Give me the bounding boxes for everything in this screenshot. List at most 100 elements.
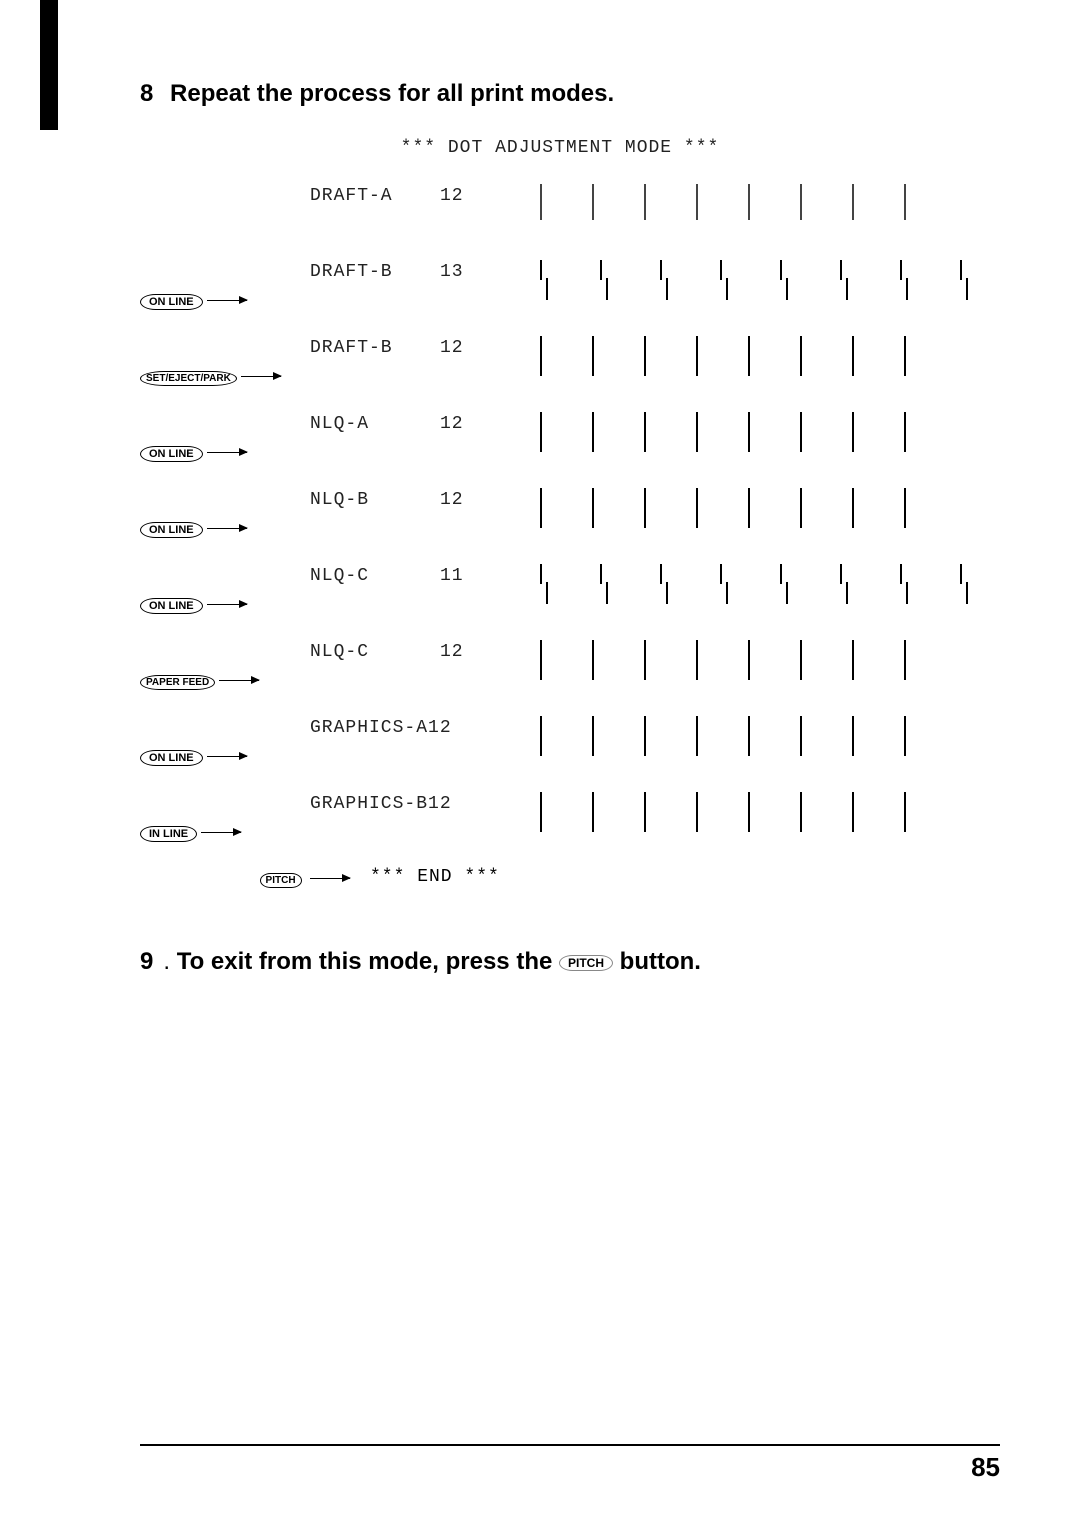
alignment-bar	[600, 260, 610, 300]
alignment-bar	[748, 792, 750, 832]
diagram-row: ON LINE NLQ-C 11	[140, 558, 980, 634]
alignment-bars	[510, 558, 980, 604]
alignment-bar	[720, 260, 730, 300]
arrow-icon	[207, 604, 247, 605]
arrow-icon	[201, 832, 241, 833]
alignment-bar	[800, 336, 802, 376]
mode-value: 12	[440, 414, 464, 434]
pitch-button-label: PITCH	[260, 873, 302, 888]
mode-name: DRAFT-A	[310, 186, 430, 206]
page-content: 8 Repeat the process for all print modes…	[0, 0, 1080, 1533]
footer-rule	[140, 1444, 1000, 1446]
alignment-bar	[592, 640, 594, 680]
alignment-bar	[748, 336, 750, 376]
alignment-bar	[592, 336, 594, 376]
mode-value: 11	[440, 566, 464, 586]
step-8-heading: 8 Repeat the process for all print modes…	[140, 80, 980, 108]
arrow-icon	[207, 528, 247, 529]
step-9-number: 9	[140, 948, 153, 976]
arrow-icon	[241, 376, 281, 377]
alignment-bar	[540, 792, 542, 832]
button-column: IN LINE	[140, 786, 310, 842]
alignment-bar	[780, 564, 790, 604]
alignment-bar	[540, 564, 550, 604]
mode-value: 12	[440, 338, 464, 358]
mode-name: NLQ-A	[310, 414, 430, 434]
alignment-bar	[852, 184, 854, 220]
alignment-bar	[720, 564, 730, 604]
button-column: ON LINE	[140, 482, 310, 538]
alignment-bar	[748, 412, 750, 452]
alignment-bar	[960, 564, 970, 604]
mode-name: DRAFT-B	[310, 338, 430, 358]
alignment-bar	[540, 640, 542, 680]
arrow-icon	[219, 680, 259, 681]
button-column: ON LINE	[140, 254, 310, 310]
alignment-bar	[904, 640, 906, 680]
alignment-bar	[540, 184, 542, 220]
diagram-row: DRAFT-A12	[140, 178, 980, 254]
alignment-bars	[510, 634, 980, 680]
alignment-bar	[852, 716, 854, 756]
alignment-bar	[660, 564, 670, 604]
mode-label: NLQ-A 12	[310, 406, 510, 434]
alignment-bar	[540, 716, 542, 756]
alignment-bar	[696, 640, 698, 680]
alignment-bar	[600, 564, 610, 604]
mode-label: DRAFT-B13	[310, 254, 510, 282]
alignment-bar	[800, 716, 802, 756]
step-9-heading: 9. To exit from this mode, press the PIT…	[140, 948, 980, 976]
button-column: ON LINE	[140, 406, 310, 462]
end-row: PITCH *** END ***	[140, 870, 980, 888]
page-number: 85	[140, 1452, 1000, 1483]
alignment-bar	[644, 792, 646, 832]
mode-value: 12	[440, 490, 464, 510]
mode-value: 12	[440, 642, 464, 662]
alignment-bar	[592, 792, 594, 832]
step-8-text: Repeat the process for all print modes.	[170, 80, 614, 107]
diagram-row: PAPER FEED NLQ-C 12	[140, 634, 980, 710]
arrow-icon	[207, 300, 247, 301]
alignment-bar	[904, 488, 906, 528]
diagram-row: SET/EJECT/PARK DRAFT-B 12	[140, 330, 980, 406]
alignment-bar	[852, 488, 854, 528]
alignment-bar	[540, 260, 550, 300]
button-label: ON LINE	[140, 598, 203, 614]
alignment-bar	[748, 488, 750, 528]
mode-name: NLQ-C	[310, 642, 430, 662]
mode-name: NLQ-C	[310, 566, 430, 586]
diagram-title: *** DOT ADJUSTMENT MODE ***	[140, 138, 980, 158]
button-label: ON LINE	[140, 522, 203, 538]
step-8-number: 8	[140, 80, 153, 108]
pitch-button-inline: PITCH	[559, 955, 613, 971]
diagram-rows: DRAFT-A12ON LINEDRAFT-B13SET/EJECT/PARKD…	[140, 178, 980, 862]
alignment-bar	[644, 640, 646, 680]
alignment-bar	[960, 260, 970, 300]
alignment-bars	[510, 330, 980, 376]
alignment-bar	[900, 564, 910, 604]
alignment-bar	[800, 184, 802, 220]
alignment-bar	[644, 716, 646, 756]
arrow-icon	[207, 452, 247, 453]
button-column: ON LINE	[140, 710, 310, 766]
page-footer: 85	[140, 1444, 1000, 1483]
button-label: ON LINE	[140, 750, 203, 766]
diagram-row: ON LINENLQ-A 12	[140, 406, 980, 482]
alignment-bar	[696, 412, 698, 452]
alignment-bar	[852, 412, 854, 452]
alignment-bar	[696, 792, 698, 832]
alignment-bar	[900, 260, 910, 300]
mode-label: DRAFT-B 12	[310, 330, 510, 358]
diagram-row: ON LINEDRAFT-B13	[140, 254, 980, 330]
mode-value: 13	[440, 262, 464, 282]
mode-label: NLQ-C 12	[310, 634, 510, 662]
button-column: SET/EJECT/PARK	[140, 330, 310, 386]
alignment-bar	[696, 336, 698, 376]
alignment-bar	[540, 488, 542, 528]
alignment-bars	[510, 178, 980, 220]
alignment-bar	[852, 336, 854, 376]
button-label: SET/EJECT/PARK	[140, 371, 237, 386]
alignment-bar	[904, 412, 906, 452]
button-label: PAPER FEED	[140, 675, 215, 690]
alignment-bar	[696, 184, 698, 220]
